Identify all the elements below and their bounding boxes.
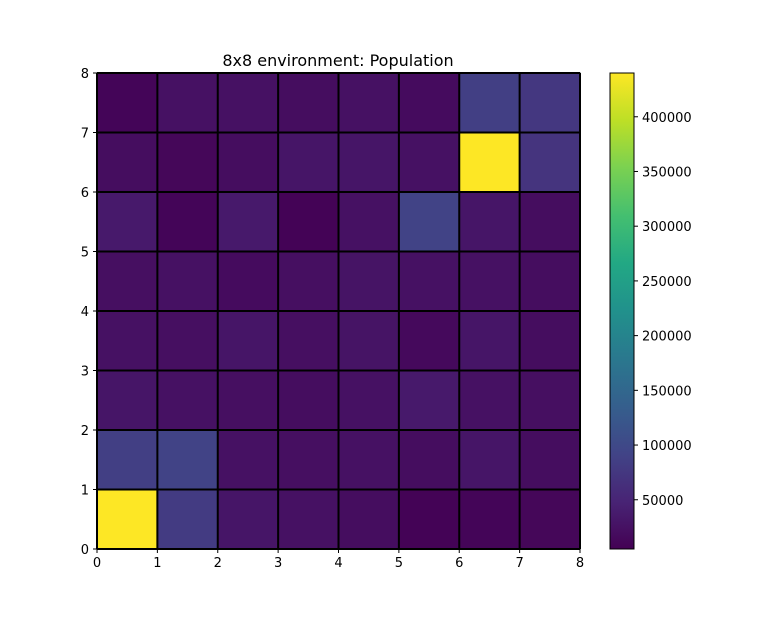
heatmap-cell	[217, 73, 279, 133]
heatmap-cell	[519, 370, 580, 430]
heatmap-cell	[398, 73, 460, 133]
heatmap-cell	[97, 311, 158, 371]
heatmap-cell	[459, 311, 520, 371]
heatmap-cell	[338, 132, 399, 192]
heatmap-cells	[97, 73, 580, 549]
colorbar-tick-label: 100000	[642, 439, 692, 454]
colorbar-gradient	[609, 72, 635, 550]
heatmap-cell	[338, 370, 399, 430]
x-axis: 0 1 2 3 4 5 6 7 8	[93, 549, 584, 571]
heatmap-cell	[398, 370, 460, 430]
heatmap-cell	[459, 430, 520, 490]
y-tick-label: 1	[81, 484, 89, 499]
heatmap-cell	[278, 430, 339, 490]
heatmap-cell	[459, 251, 520, 311]
y-tick-label: 0	[81, 543, 89, 558]
heatmap-cell	[278, 192, 339, 252]
heatmap-cell	[519, 430, 580, 490]
heatmap-cell	[217, 192, 279, 252]
heatmap-cell	[157, 430, 218, 490]
heatmap-cell	[217, 132, 279, 192]
heatmap-cell	[157, 370, 218, 430]
heatmap-cell	[459, 132, 520, 192]
heatmap-cell	[338, 430, 399, 490]
heatmap-cell	[157, 132, 218, 192]
heatmap-cell	[157, 192, 218, 252]
heatmap-cell	[278, 132, 339, 192]
heatmap-cell	[217, 251, 279, 311]
colorbar-tick-label: 150000	[642, 384, 692, 399]
heatmap-cell	[97, 430, 158, 490]
heatmap-cell	[338, 73, 399, 133]
heatmap-cell	[278, 73, 339, 133]
y-axis: 0 1 2 3 4 5 6 7 8	[81, 67, 97, 558]
colorbar-tick-label: 50000	[642, 494, 683, 509]
colorbar-ticks: 50000 100000 150000 200000 250000 300000 35000…	[634, 111, 692, 509]
y-tick-label: 4	[81, 305, 89, 320]
heatmap-cell	[338, 489, 399, 549]
colorbar-tick-label: 350000	[642, 165, 692, 180]
heatmap-cell	[97, 73, 158, 133]
heatmap-cell	[97, 251, 158, 311]
x-tick-label: 4	[334, 556, 342, 571]
heatmap-cell	[459, 489, 520, 549]
heatmap-cell	[519, 73, 580, 133]
heatmap-cell	[459, 370, 520, 430]
x-tick-label: 3	[274, 556, 282, 571]
colorbar-tick-label: 300000	[642, 220, 692, 235]
heatmap-cell	[217, 430, 279, 490]
heatmap-cell	[338, 311, 399, 371]
x-tick-label: 6	[455, 556, 463, 571]
heatmap-cell	[398, 192, 460, 252]
heatmap-cell	[278, 251, 339, 311]
heatmap-cell	[97, 132, 158, 192]
heatmap-cell	[278, 311, 339, 371]
heatmap-cell	[459, 73, 520, 133]
colorbar-tick-label: 400000	[642, 111, 692, 126]
chart-title: 8x8 environment: Population	[222, 51, 453, 70]
heatmap-cell	[157, 73, 218, 133]
heatmap-cell	[157, 311, 218, 371]
heatmap-cell	[217, 370, 279, 430]
heatmap-cell	[398, 489, 460, 549]
y-tick-label: 8	[81, 67, 89, 82]
heatmap-cell	[97, 489, 158, 549]
heatmap-cell	[519, 489, 580, 549]
colorbar-tick-label: 200000	[642, 330, 692, 345]
heatmap-cell	[519, 311, 580, 371]
heatmap-cell	[278, 489, 339, 549]
heatmap-cell	[398, 251, 460, 311]
heatmap-cell	[338, 251, 399, 311]
colorbar: 50000 100000 150000 200000 250000 300000 35000…	[609, 72, 692, 550]
heatmap-cell	[519, 132, 580, 192]
y-tick-label: 5	[81, 246, 89, 261]
y-tick-label: 7	[81, 127, 89, 142]
heatmap-cell	[398, 132, 460, 192]
heatmap-cell	[97, 370, 158, 430]
colorbar-tick-label: 250000	[642, 275, 692, 290]
x-tick-label: 7	[515, 556, 523, 571]
heatmap-cell	[519, 192, 580, 252]
cell-borders	[96, 72, 581, 550]
heatmap-cell	[157, 251, 218, 311]
heatmap-cell	[398, 430, 460, 490]
x-tick-label: 1	[153, 556, 161, 571]
y-tick-label: 2	[81, 424, 89, 439]
x-tick-label: 5	[395, 556, 403, 571]
heatmap-cell	[459, 192, 520, 252]
heatmap-cell	[398, 311, 460, 371]
heatmap-cell	[157, 489, 218, 549]
y-tick-label: 3	[81, 365, 89, 380]
heatmap-cell	[519, 251, 580, 311]
y-tick-label: 6	[81, 186, 89, 201]
heatmap-cell	[217, 489, 279, 549]
heatmap-cell	[338, 192, 399, 252]
heatmap-cell	[278, 370, 339, 430]
x-tick-label: 8	[576, 556, 584, 571]
heatmap-cell	[97, 192, 158, 252]
x-tick-label: 2	[214, 556, 222, 571]
heatmap-cell	[217, 311, 279, 371]
x-tick-label: 0	[93, 556, 101, 571]
